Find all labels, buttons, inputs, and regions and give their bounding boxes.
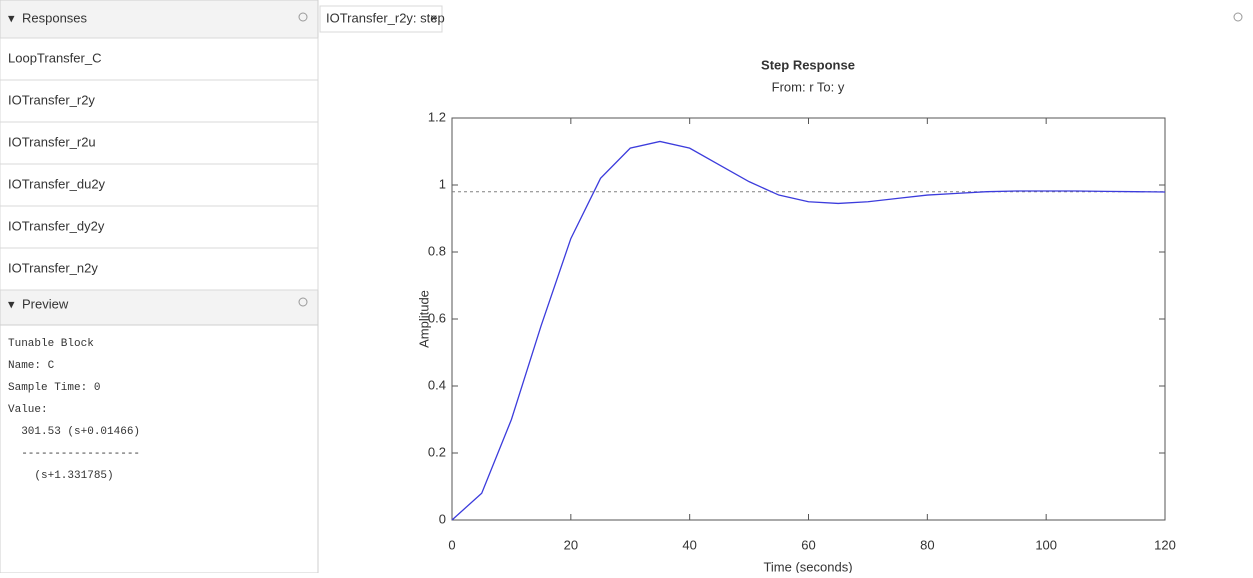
response-item[interactable] — [0, 205, 319, 249]
preview-line: 301.53 (s+0.01466) — [8, 426, 140, 438]
preview-line: Name: C — [8, 360, 55, 372]
response-item[interactable] — [0, 121, 319, 165]
chart-title: Step Response — [761, 57, 855, 72]
preview-title: Preview — [22, 296, 69, 311]
response-item-label: IOTransfer_dy2y — [8, 218, 105, 233]
tab[interactable] — [319, 5, 443, 33]
gear-icon[interactable] — [1233, 12, 1243, 22]
tab-close[interactable]: × — [430, 10, 438, 25]
x-tick-label: 120 — [1154, 537, 1176, 552]
x-tick-label: 60 — [801, 537, 815, 552]
y-tick-label: 0.8 — [428, 243, 446, 258]
preview-line: Sample Time: 0 — [8, 382, 100, 394]
preview-line: Tunable Block — [8, 338, 94, 350]
x-tick-label: 0 — [448, 537, 455, 552]
gear-icon[interactable] — [298, 12, 308, 22]
collapse-icon[interactable]: ▾ — [8, 10, 15, 25]
response-item[interactable] — [0, 37, 319, 81]
response-item[interactable] — [0, 247, 319, 291]
y-tick-label: 1 — [439, 176, 446, 191]
tab-title: IOTransfer_r2y: step — [326, 10, 445, 25]
response-item-label: IOTransfer_r2u — [8, 134, 96, 149]
y-tick-label: 0.2 — [428, 444, 446, 459]
response-item-label: IOTransfer_r2y — [8, 92, 95, 107]
x-tick-label: 100 — [1035, 537, 1057, 552]
response-item[interactable] — [0, 163, 319, 207]
y-tick-label: 1.2 — [428, 109, 446, 124]
preview-line: ------------------ — [8, 448, 140, 460]
y-tick-label: 0.6 — [428, 310, 446, 325]
step-response-line — [451, 140, 1166, 521]
y-axis-label: Amplitude — [416, 290, 431, 348]
response-item-label: LoopTransfer_C — [8, 50, 101, 65]
response-item-label: IOTransfer_du2y — [8, 176, 106, 191]
chart-subtitle: From: r To: y — [772, 79, 845, 94]
x-tick-label: 80 — [920, 537, 934, 552]
x-axis-label: Time (seconds) — [763, 559, 852, 573]
responses-title: Responses — [22, 10, 88, 25]
preview-line: Value: — [8, 404, 48, 416]
preview-header[interactable] — [0, 284, 319, 326]
response-item-label: IOTransfer_n2y — [8, 260, 98, 275]
y-tick-label: 0 — [439, 511, 446, 526]
response-item[interactable] — [0, 79, 319, 123]
x-tick-label: 20 — [564, 537, 578, 552]
plot-area — [451, 117, 1166, 521]
x-tick-label: 40 — [682, 537, 696, 552]
collapse-icon[interactable]: ▾ — [8, 296, 15, 311]
y-tick-label: 0.4 — [428, 377, 446, 392]
responses-header[interactable] — [0, 0, 319, 39]
gear-icon[interactable] — [298, 297, 308, 307]
preview-line: (s+1.331785) — [8, 470, 114, 482]
